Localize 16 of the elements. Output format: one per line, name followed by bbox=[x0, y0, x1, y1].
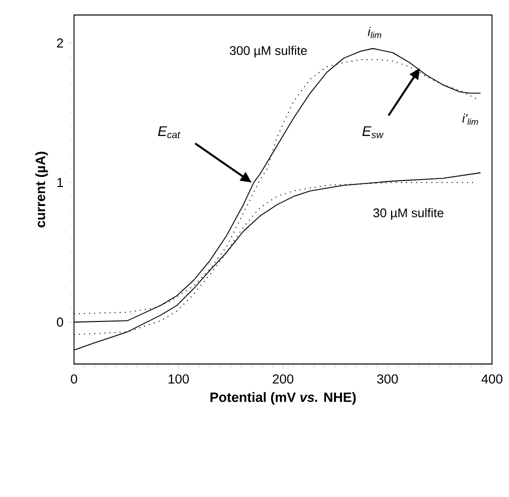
annotation: i'$_{lim}$ bbox=[462, 114, 478, 125]
annotation: 300 µM sulfite bbox=[230, 46, 307, 58]
annotation: 30 µM sulfite bbox=[373, 208, 444, 220]
annotation: i$_{lim}$ bbox=[368, 26, 382, 38]
x-tick-label: 400 bbox=[481, 374, 502, 384]
y-axis-title: current (µA) bbox=[35, 152, 48, 228]
x-tick-label: 300 bbox=[377, 374, 398, 384]
y-tick-label: 1 bbox=[57, 178, 63, 187]
x-axis-title: Potential (mV vs. NHE) bbox=[210, 392, 356, 405]
y-tick-label: 0 bbox=[56, 318, 64, 327]
annotation: E$_{cat}$ bbox=[158, 126, 180, 138]
y-tick-label: 2 bbox=[57, 38, 63, 48]
annotation: E$_{sw}$ bbox=[362, 126, 384, 138]
x-tick-label: 0 bbox=[70, 374, 78, 384]
x-tick-label: 200 bbox=[272, 374, 294, 384]
x-tick-label: 100 bbox=[168, 374, 189, 384]
